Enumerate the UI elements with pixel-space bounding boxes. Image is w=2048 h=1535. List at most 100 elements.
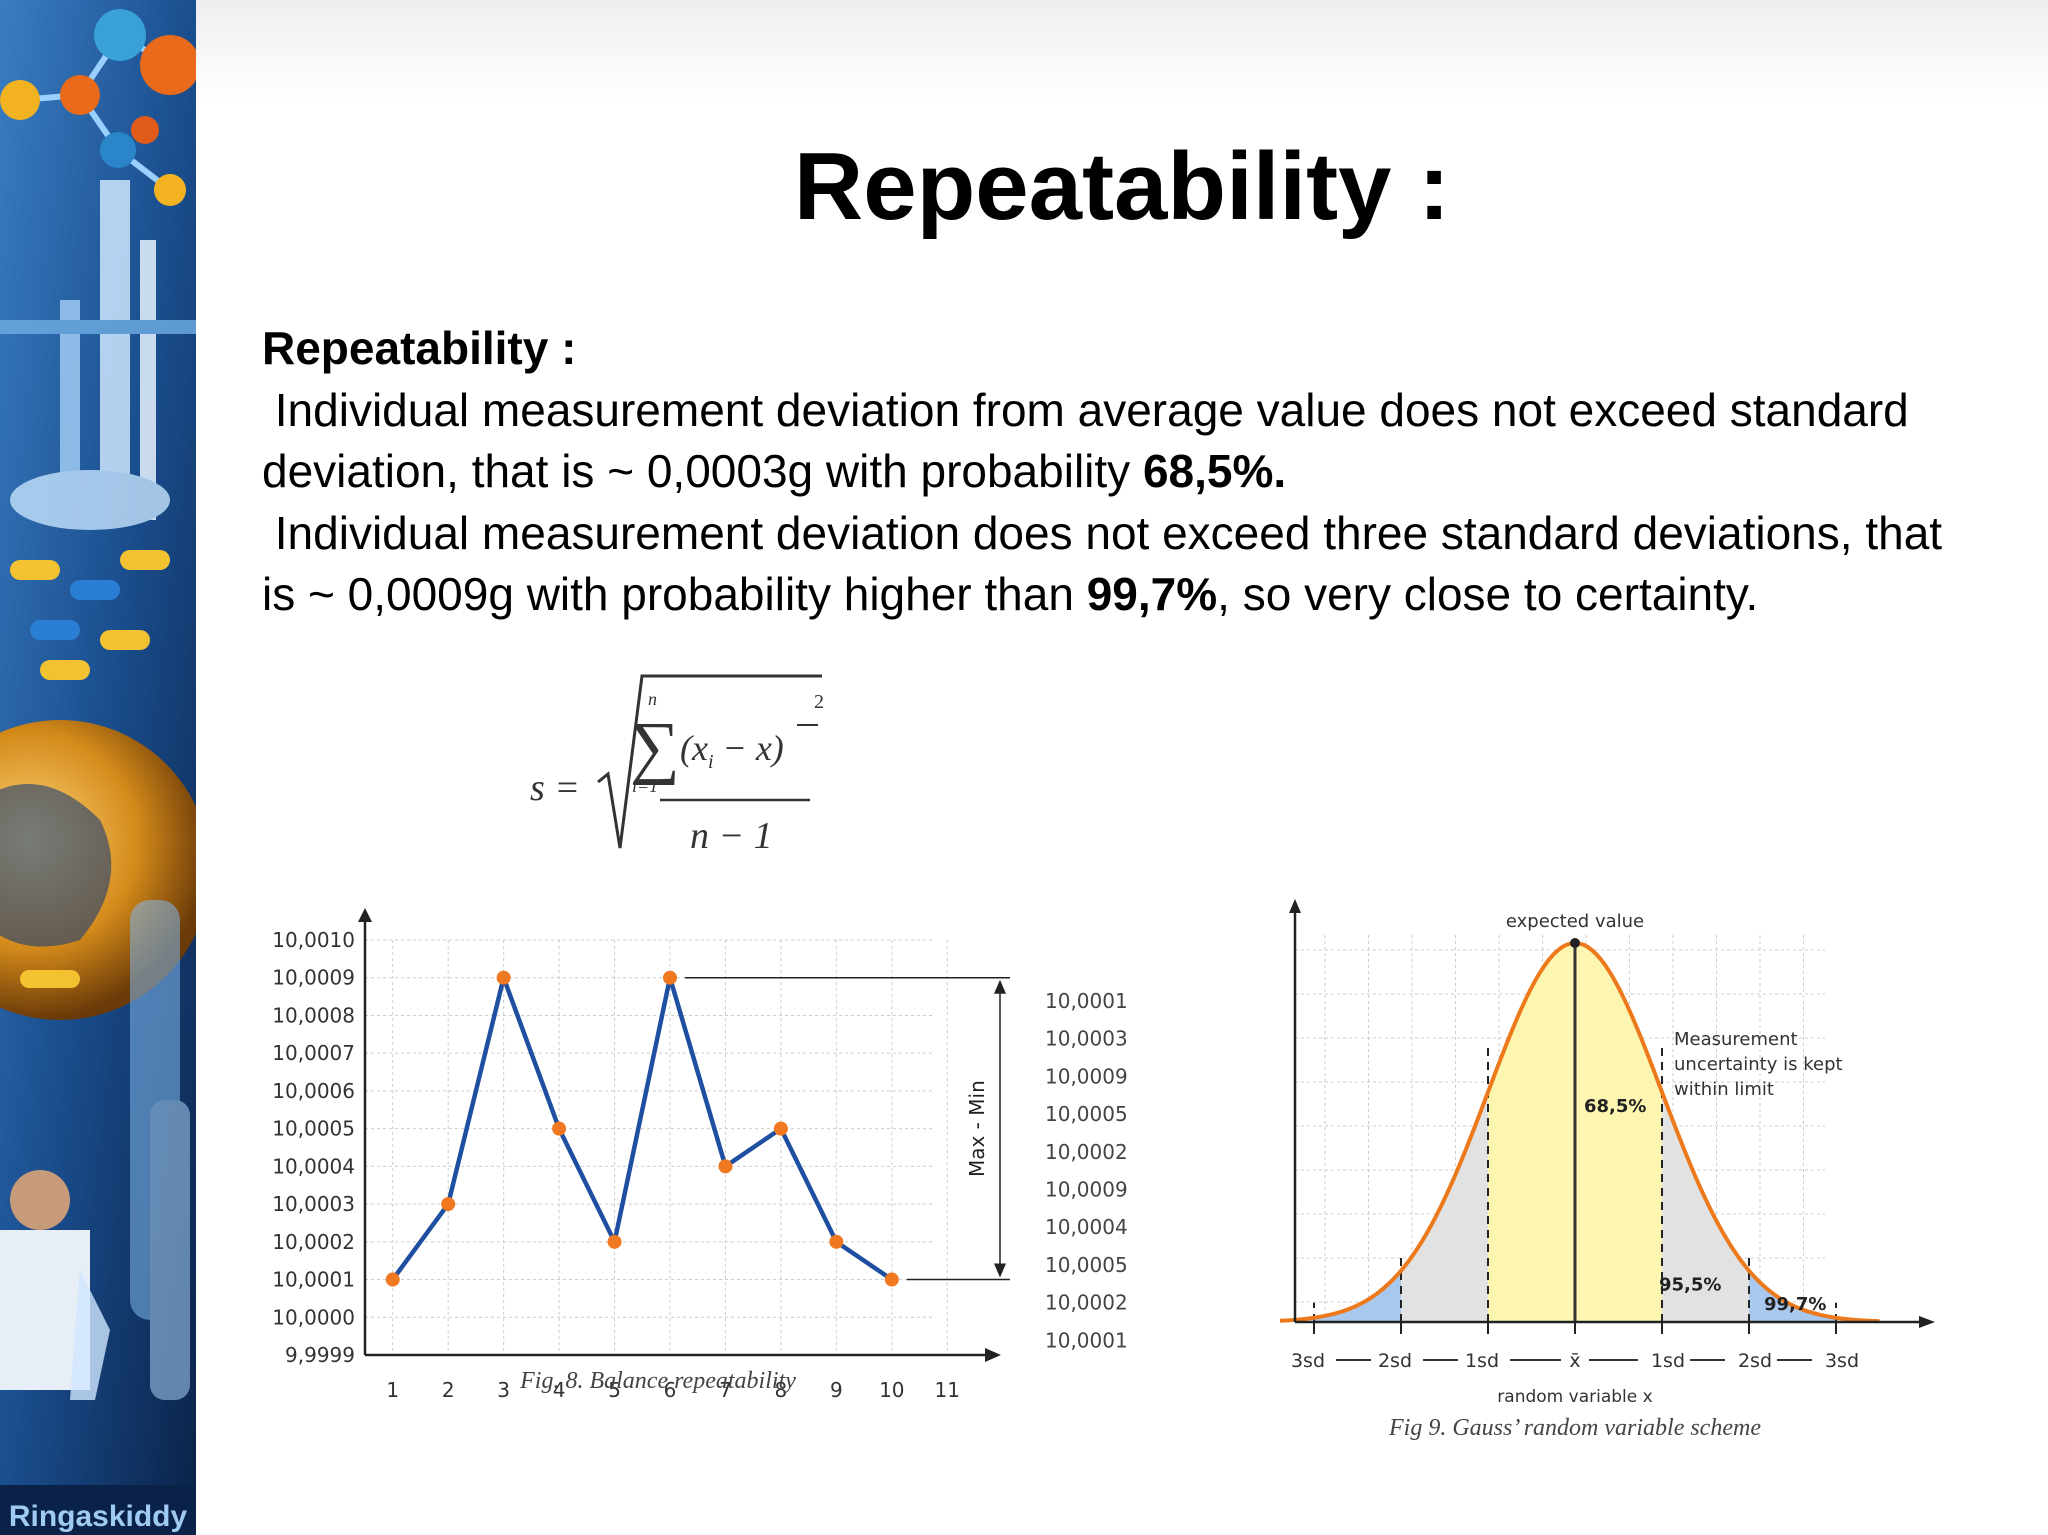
- formula-exponent: 2: [814, 691, 824, 713]
- x-tick-label: 1sd: [1465, 1350, 1499, 1372]
- annotation-line: within limit: [1674, 1079, 1774, 1100]
- chart2-axes: [1289, 899, 1935, 1361]
- x-axis-arrow: [1919, 1316, 1935, 1328]
- scientist-icon: [0, 1170, 110, 1400]
- x-tick-label: 11: [935, 1378, 960, 1402]
- x-tick-label: 3sd: [1291, 1350, 1325, 1372]
- value-list-item: 10,0001: [1045, 989, 1128, 1013]
- y-tick-label: 10,0000: [272, 1305, 355, 1329]
- x-tick-label: 1: [386, 1378, 399, 1402]
- x-tick-label: 3sd: [1825, 1350, 1859, 1372]
- data-point: [773, 1121, 788, 1136]
- x-tick-label: x̄: [1569, 1350, 1580, 1372]
- value-list-item: 10,0002: [1045, 1291, 1128, 1315]
- balance-repeatability-chart: Max - Min 9,999910,000010,000110,000210,…: [272, 908, 1128, 1402]
- x-tick-label: 10: [879, 1378, 904, 1402]
- paragraph-2: Individual measurement deviation does no…: [262, 503, 1962, 626]
- y-tick-label: 10,0003: [272, 1192, 355, 1216]
- value-list-item: 10,0003: [1045, 1027, 1128, 1051]
- chart2-labels: 3sd 2sd 1sd x̄ 1sd 2sd 3sd 68,5% 95,5% 99,7% Measu…: [1291, 1029, 1859, 1372]
- x-axis-arrow: [985, 1348, 1001, 1362]
- body-text: Repeatability : Individual measurement d…: [262, 318, 1962, 626]
- data-point: [663, 970, 677, 985]
- brand-letters: [130, 900, 190, 1400]
- chart1-series: [385, 970, 899, 1287]
- range-arrow-up: [994, 979, 1006, 994]
- sqrt-sign: [597, 674, 822, 849]
- gauss-distribution-chart: 3sd 2sd 1sd x̄ 1sd 2sd 3sd 68,5% 95,5% 99,7% Measu…: [1280, 899, 1935, 1441]
- value-list-item: 10,0002: [1045, 1140, 1128, 1164]
- x-tick-label: 2: [442, 1378, 455, 1402]
- paragraph-2-text: Individual measurement deviation does no…: [262, 506, 1943, 621]
- x-tick-label: 5: [608, 1378, 621, 1402]
- value-list-item: 10,0005: [1045, 1102, 1128, 1126]
- sum-upper: n: [648, 689, 657, 709]
- annotation-line: Measurement: [1674, 1029, 1798, 1050]
- value-list-item: 10,0009: [1045, 1064, 1128, 1088]
- y-tick-label: 10,0006: [272, 1079, 355, 1103]
- value-list-item: 10,0009: [1045, 1178, 1128, 1202]
- sidebar-watermark: Ringaskiddy: [9, 1500, 188, 1533]
- region-label-95: 95,5%: [1659, 1275, 1721, 1296]
- range-label: Max - Min: [965, 1080, 989, 1177]
- y-tick-label: 10,0002: [272, 1230, 355, 1254]
- x-tick-label: 6: [664, 1378, 677, 1402]
- annotation-text: Measurement uncertainty is kept within lim…: [1674, 1029, 1843, 1100]
- data-point: [884, 1272, 899, 1287]
- range-arrow-down: [994, 1263, 1006, 1278]
- term-open: (x: [680, 728, 708, 768]
- x-tick-label: 7: [719, 1378, 732, 1402]
- sum-lower: i=1: [632, 776, 658, 796]
- data-point: [829, 1234, 844, 1249]
- probability-99: 99,7%: [1086, 568, 1218, 620]
- x-tick-label: 2sd: [1378, 1350, 1412, 1372]
- chart1-x-ticks: 1 2 3 4 5 6 7 8 9 10 11: [386, 1378, 960, 1402]
- sum-symbol: ∑: [630, 709, 680, 786]
- x-tick-label: 2sd: [1738, 1350, 1772, 1372]
- data-point: [496, 970, 511, 985]
- paragraph-1: Individual measurement deviation from av…: [262, 380, 1962, 503]
- std-dev-formula: s = n ∑ i=1 (xi − x) 2 n − 1: [530, 674, 824, 857]
- term-sub: i: [708, 751, 714, 773]
- molecule-icon: [0, 9, 196, 206]
- chart1-grid: [365, 939, 948, 1356]
- capsules-icon: [10, 550, 170, 680]
- formula-term: (xi − x): [680, 728, 784, 773]
- data-point: [607, 1234, 622, 1249]
- sidebar-illustration: Ringaskiddy: [0, 0, 196, 1535]
- formula-lhs: s =: [530, 767, 580, 809]
- chart1-caption: Fig. 8. Balance repeatability: [519, 1368, 796, 1394]
- chart1-y-ticks: 9,9999 10,0000 10,0001 10,0002 10,0003 10,000…: [272, 928, 355, 1367]
- top-fade: [196, 0, 2048, 100]
- data-point: [441, 1197, 456, 1212]
- data-point: [718, 1159, 733, 1174]
- value-list-item: 10,0001: [1045, 1328, 1128, 1352]
- x-tick-label: 3: [497, 1378, 510, 1402]
- y-tick-label: 10,0007: [272, 1041, 355, 1065]
- region-label-99: 99,7%: [1764, 1294, 1826, 1315]
- chart2-curve: [1280, 938, 1880, 1324]
- chart2-regions: [1313, 943, 1837, 1322]
- y-tick-label: 10,0008: [272, 1003, 355, 1027]
- y-tick-label: 10,0001: [272, 1268, 355, 1292]
- lab-equipment-icon: [0, 180, 196, 530]
- y-tick-label: 10,0010: [272, 928, 355, 952]
- peak-point: [1570, 938, 1580, 948]
- x-tick-label: 1sd: [1651, 1350, 1685, 1372]
- term-mid: − x): [714, 728, 784, 768]
- chart2-caption: Fig 9. Gauss’ random variable scheme: [1388, 1415, 1761, 1441]
- body-heading: Repeatability :: [262, 322, 577, 374]
- chart1-range-indicator: Max - Min: [685, 976, 1010, 1281]
- x-tick-label: 9: [830, 1378, 843, 1402]
- paragraph-2-end: , so very close to certainty.: [1217, 568, 1759, 620]
- y-axis-arrow: [358, 908, 372, 922]
- data-point: [552, 1121, 567, 1136]
- y-tick-label: 10,0005: [272, 1117, 355, 1141]
- y-tick-label: 10,0004: [272, 1154, 355, 1178]
- chart2-x-axis-label: random variable x: [1497, 1387, 1652, 1407]
- x-tick-label: 8: [775, 1378, 788, 1402]
- annotation-line: uncertainty is kept: [1674, 1054, 1843, 1075]
- sidebar-decoration: Ringaskiddy: [0, 0, 196, 1535]
- region-label-68: 68,5%: [1584, 1096, 1646, 1117]
- chart1-value-list: 10,0001 10,0003 10,0009 10,0005 10,0002 10,00…: [1045, 989, 1128, 1352]
